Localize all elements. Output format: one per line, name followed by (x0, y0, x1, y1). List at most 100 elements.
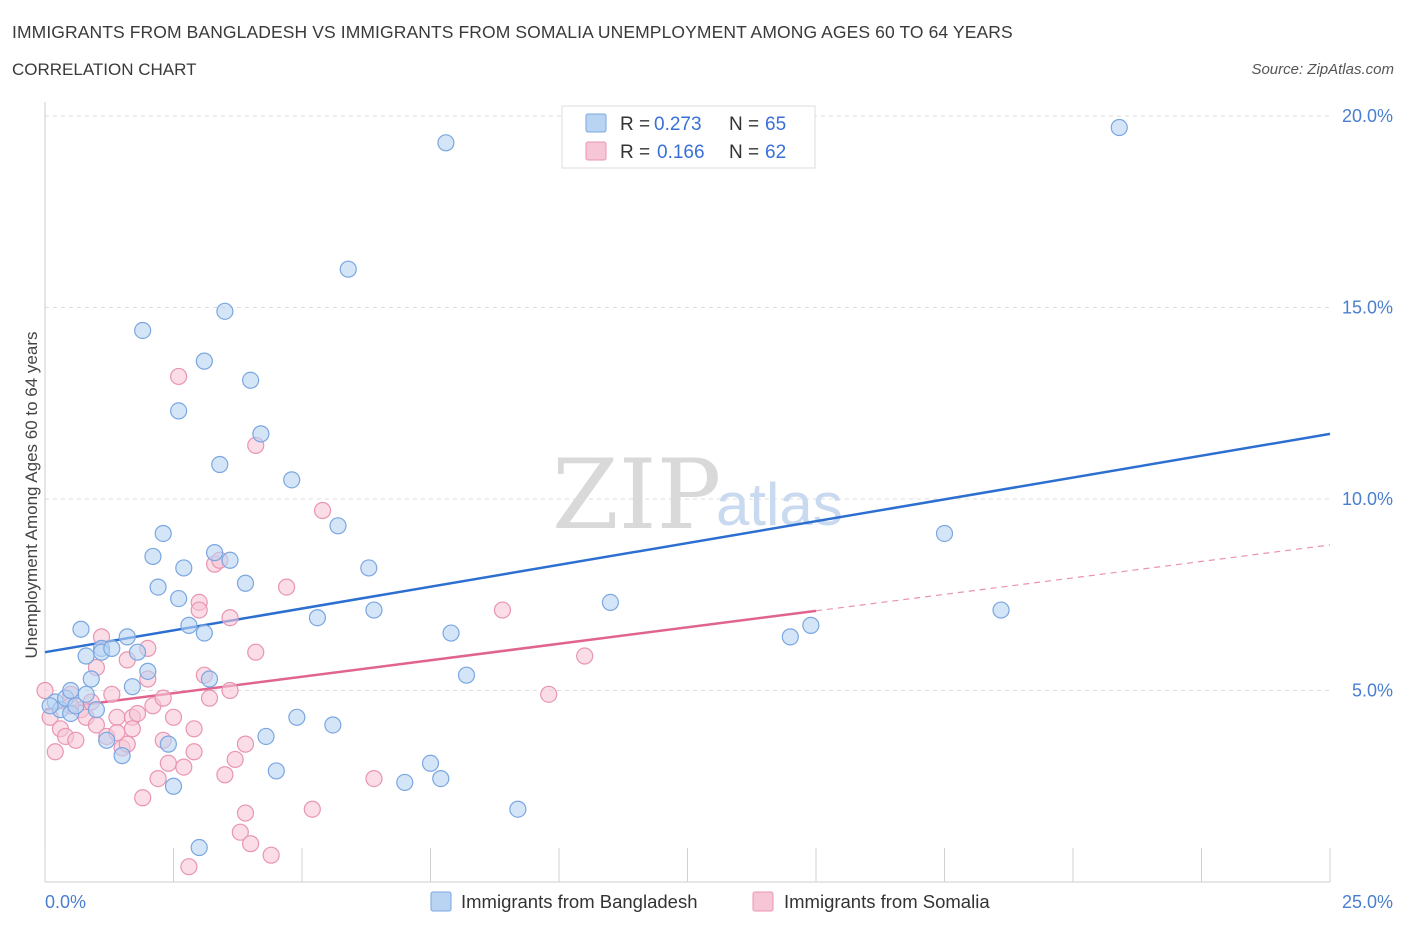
point-somalia (236, 804, 255, 822)
point-bangladesh (149, 578, 167, 596)
y-tick-label: 5.0% (1352, 681, 1393, 701)
point-bangladesh (324, 716, 342, 734)
point-somalia (493, 601, 512, 619)
trend-lines (44, 432, 1331, 711)
series-legend-label-somalia: Immigrants from Somalia (784, 891, 990, 912)
point-bangladesh (442, 624, 460, 642)
point-bangladesh (113, 747, 131, 765)
point-bangladesh (288, 708, 306, 726)
point-bangladesh (283, 471, 301, 489)
point-somalia (134, 789, 152, 807)
legend-r-label-bangladesh: R = (620, 114, 650, 135)
point-somalia (123, 720, 141, 738)
point-somalia (576, 647, 594, 665)
point-somalia (36, 681, 54, 700)
trend-line-bangladesh (44, 432, 1331, 654)
point-somalia (226, 750, 244, 769)
point-somalia (170, 367, 188, 386)
point-bangladesh (437, 134, 455, 152)
point-somalia (200, 689, 219, 707)
point-bangladesh (170, 402, 188, 420)
point-somalia (46, 743, 64, 761)
point-somalia (108, 708, 126, 726)
source-credit: Source: ZipAtlas.com (1251, 61, 1394, 78)
y-tick-label: 10.0% (1342, 489, 1393, 509)
point-bangladesh (457, 666, 476, 684)
point-somalia (159, 754, 177, 772)
point-bangladesh (175, 559, 193, 577)
point-bangladesh (67, 697, 85, 715)
tick-labels: 5.0% 10.0% 15.0% 20.0% 0.0% 25.0% (45, 106, 1393, 912)
point-bangladesh (308, 609, 327, 627)
watermark: ZIP atlas (552, 439, 843, 551)
point-bangladesh (123, 678, 141, 696)
x-tick-label: 25.0% (1342, 892, 1393, 912)
point-bangladesh (396, 773, 414, 792)
point-bangladesh (1110, 118, 1128, 137)
point-bangladesh (257, 727, 275, 746)
point-somalia (216, 766, 234, 784)
point-somalia (221, 681, 239, 700)
chart-title: IMMIGRANTS FROM BANGLADESH VS IMMIGRANTS… (12, 22, 1013, 42)
point-bangladesh (252, 425, 270, 443)
y-tick-label: 20.0% (1342, 106, 1393, 126)
legend-n-value-bangladesh: 65 (765, 114, 786, 135)
point-bangladesh (128, 643, 147, 661)
point-bangladesh (601, 593, 620, 612)
correlation-legend: R = 0.273 N = 65 R = 0.166 N = 62 (561, 105, 816, 169)
legend-r-value-somalia: 0.166 (657, 142, 705, 163)
data-points (36, 118, 1128, 876)
point-bangladesh (77, 685, 95, 703)
point-somalia (231, 823, 249, 841)
point-somalia (221, 609, 239, 627)
legend-r-label-somalia: R = (620, 142, 650, 163)
point-bangladesh (82, 670, 100, 688)
point-bangladesh (118, 628, 136, 646)
point-somalia (128, 704, 147, 723)
point-bangladesh (216, 302, 234, 320)
point-bangladesh (103, 639, 121, 657)
point-bangladesh (360, 559, 378, 577)
point-bangladesh (72, 620, 90, 638)
point-bangladesh (242, 371, 260, 389)
point-somalia (236, 735, 255, 753)
y-tick-label: 15.0% (1342, 298, 1393, 318)
point-bangladesh (41, 697, 59, 715)
point-bangladesh (365, 601, 383, 619)
point-bangladesh (329, 517, 347, 535)
grid-lines (45, 115, 1330, 691)
point-bangladesh (190, 838, 208, 857)
y-axis-label: Unemployment Among Ages 60 to 64 years (22, 332, 41, 659)
point-bangladesh (200, 670, 219, 688)
point-bangladesh (802, 616, 820, 634)
point-somalia (175, 758, 193, 776)
point-bangladesh (77, 647, 95, 665)
axes (44, 102, 1331, 883)
point-bangladesh (339, 260, 357, 278)
point-somalia (190, 601, 208, 619)
point-bangladesh (139, 662, 157, 680)
trend-line-somalia (44, 609, 817, 711)
point-bangladesh (87, 701, 106, 719)
point-bangladesh (195, 352, 213, 370)
series-legend-label-bangladesh: Immigrants from Bangladesh (461, 891, 698, 912)
point-bangladesh (432, 769, 450, 788)
legend-r-value-bangladesh: 0.273 (654, 114, 702, 135)
x-tick-label: 0.0% (45, 892, 86, 912)
point-bangladesh (195, 624, 213, 642)
point-bangladesh (170, 589, 188, 608)
point-somalia (180, 858, 198, 876)
point-bangladesh (267, 762, 285, 780)
point-somalia (164, 708, 183, 726)
point-somalia (313, 501, 332, 520)
point-bangladesh (236, 574, 255, 592)
point-somalia (103, 685, 121, 703)
point-somalia (540, 685, 558, 703)
point-somalia (247, 643, 265, 661)
point-bangladesh (781, 628, 799, 646)
trend-line-somalia-extension (815, 544, 1331, 612)
legend-n-label-bangladesh: N = (729, 114, 759, 135)
point-bangladesh (992, 601, 1010, 619)
point-bangladesh (144, 547, 162, 566)
